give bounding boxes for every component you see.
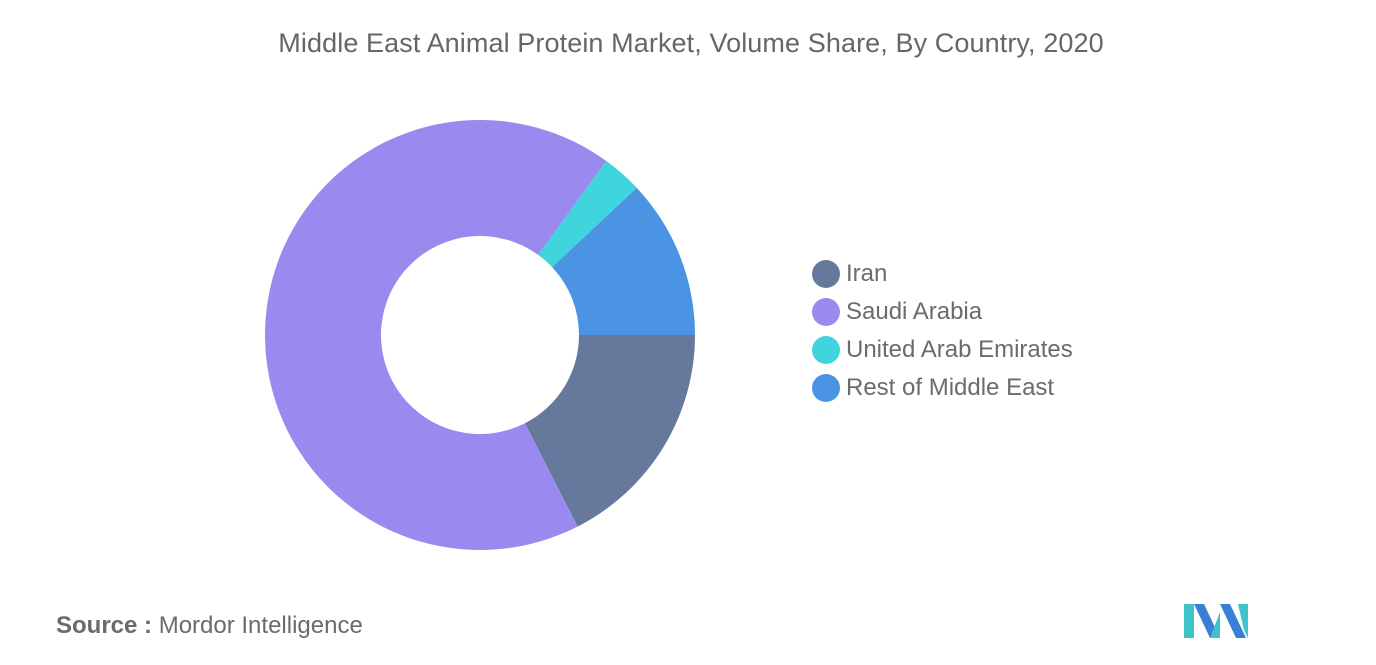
donut-chart bbox=[265, 119, 695, 550]
source-note: Source : Mordor Intelligence bbox=[56, 612, 363, 640]
legend-swatch bbox=[812, 374, 840, 402]
slice-iran[interactable] bbox=[524, 335, 695, 527]
mordor-intelligence-logo-icon bbox=[1184, 604, 1248, 638]
chart-legend: Iran Saudi Arabia United Arab Emirates R… bbox=[812, 255, 1073, 407]
legend-label: United Arab Emirates bbox=[846, 336, 1073, 363]
legend-swatch bbox=[812, 298, 840, 326]
legend-label: Iran bbox=[846, 260, 888, 287]
chart-title: Middle East Animal Protein Market, Volum… bbox=[278, 28, 1104, 58]
legend-item-saudi-arabia[interactable]: Saudi Arabia bbox=[812, 293, 1073, 331]
legend-item-rest-of-middle-east[interactable]: Rest of Middle East bbox=[812, 369, 1073, 407]
slice-saudi-arabia[interactable] bbox=[265, 119, 607, 550]
legend-swatch bbox=[812, 336, 840, 364]
legend-swatch bbox=[812, 260, 840, 288]
legend-label: Rest of Middle East bbox=[846, 374, 1055, 401]
source-label: Source : bbox=[56, 612, 153, 639]
legend-label: Saudi Arabia bbox=[846, 298, 983, 325]
slice-rest-of-middle-east[interactable] bbox=[552, 187, 695, 335]
legend-item-iran[interactable]: Iran bbox=[812, 255, 1073, 293]
legend-item-united-arab-emirates[interactable]: United Arab Emirates bbox=[812, 331, 1073, 369]
source-value: Mordor Intelligence bbox=[158, 612, 363, 639]
slice-united-arab-emirates[interactable] bbox=[538, 161, 637, 268]
